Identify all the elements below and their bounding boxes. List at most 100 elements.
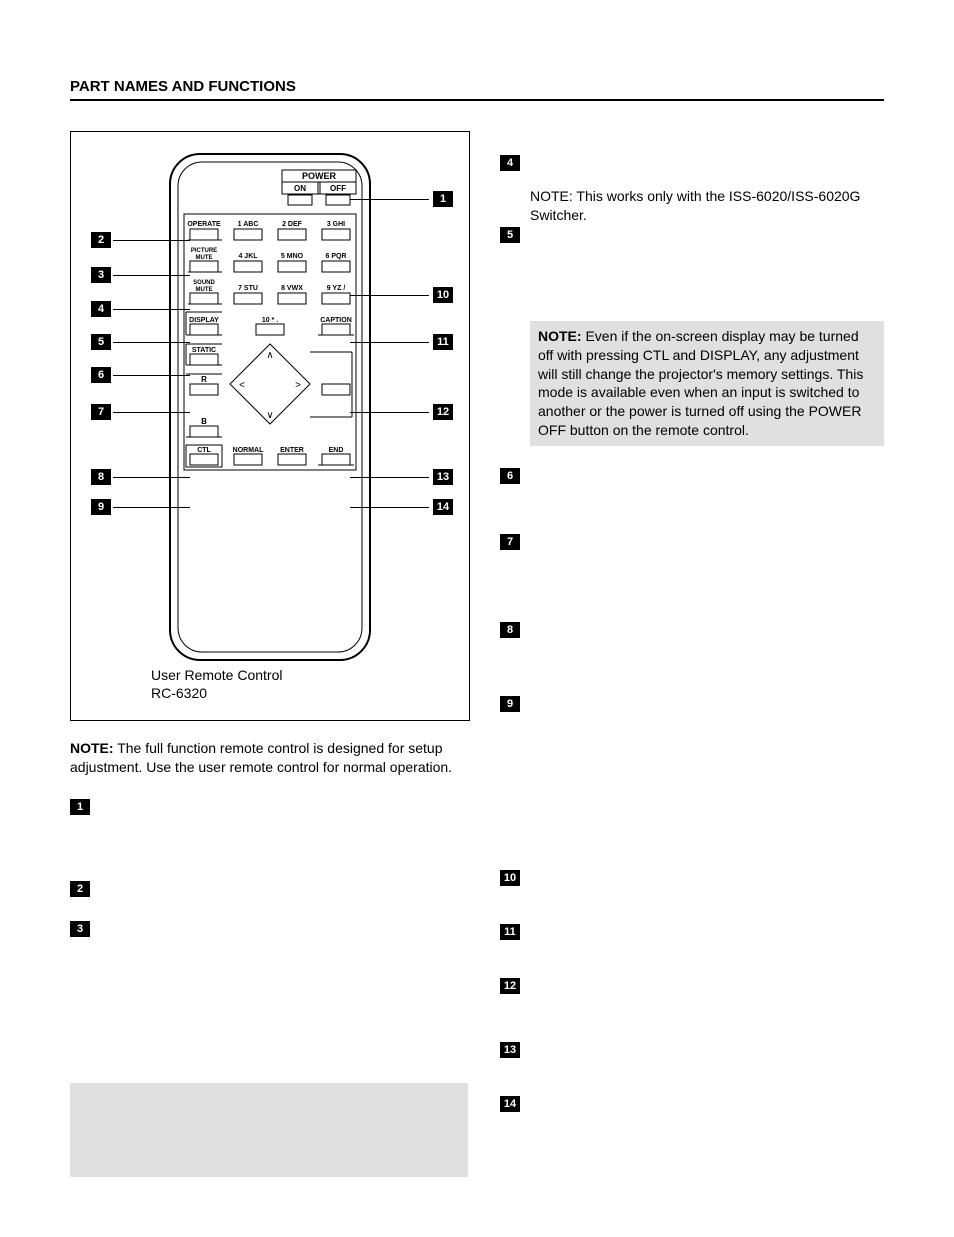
remote-frame: POWER ON OFF OPERATE <box>70 131 470 721</box>
index-badge: 11 <box>500 924 520 940</box>
callout-badge: 10 <box>433 287 453 303</box>
svg-text:2 DEF: 2 DEF <box>282 221 303 228</box>
callout-badge: 9 <box>91 499 111 515</box>
svg-text:<: < <box>239 380 245 391</box>
callout-line <box>113 275 190 276</box>
callout-line <box>350 412 429 413</box>
index-badge: 1 <box>70 799 90 815</box>
index-badge: 5 <box>500 227 520 243</box>
right-item: 14 <box>500 1094 884 1112</box>
svg-text:6 PQR: 6 PQR <box>325 253 346 260</box>
callout-badge: 8 <box>91 469 111 485</box>
right-item: 11 <box>500 922 884 940</box>
callout-line <box>113 342 190 343</box>
callout-line <box>113 507 190 508</box>
callout-line <box>350 295 429 296</box>
index-badge: 8 <box>500 622 520 638</box>
svg-text:CAPTION: CAPTION <box>320 317 352 324</box>
callout-badge: 6 <box>91 367 111 383</box>
left-note: NOTE: The full function remote control i… <box>70 739 470 777</box>
index-badge: 6 <box>500 468 520 484</box>
note-text: The full function remote control is desi… <box>70 740 452 775</box>
left-index-list: 1 2 3 <box>70 797 470 937</box>
svg-text:NORMAL: NORMAL <box>233 447 264 454</box>
index-badge: 12 <box>500 978 520 994</box>
index-badge: 4 <box>500 155 520 171</box>
remote-diagram: POWER ON OFF OPERATE <box>81 152 459 672</box>
label-power: POWER <box>302 171 337 181</box>
svg-text:ENTER: ENTER <box>280 447 304 454</box>
callout-badge: 12 <box>433 404 453 420</box>
remote-caption-line1: User Remote Control <box>151 667 283 683</box>
right-item: 6 <box>500 466 884 484</box>
svg-text:7 STU: 7 STU <box>238 285 258 292</box>
callout-badge: 14 <box>433 499 453 515</box>
svg-text:5 MNO: 5 MNO <box>281 253 304 260</box>
svg-text:OFF: OFF <box>330 184 346 193</box>
right-item: 8 <box>500 620 884 638</box>
callout-line <box>350 342 429 343</box>
svg-text:10 * .: 10 * . <box>262 317 278 324</box>
note-prefix: NOTE: <box>70 740 114 756</box>
right-item: 7 <box>500 532 884 550</box>
svg-text:∨: ∨ <box>266 410 273 421</box>
svg-text:4 JKL: 4 JKL <box>238 253 258 260</box>
right-item: 10 <box>500 868 884 886</box>
right-item: 4 <box>500 153 884 171</box>
index-badge: 10 <box>500 870 520 886</box>
callout-line <box>350 199 429 200</box>
section-title: PART NAMES AND FUNCTIONS <box>70 78 884 101</box>
svg-text:STATIC: STATIC <box>192 347 216 354</box>
svg-text:R: R <box>201 375 207 384</box>
svg-text:OPERATE: OPERATE <box>187 221 221 228</box>
callout-badge: 5 <box>91 334 111 350</box>
svg-text:B: B <box>201 417 207 426</box>
remote-svg: POWER ON OFF OPERATE <box>160 152 380 662</box>
svg-text:MUTE: MUTE <box>196 255 213 261</box>
svg-text:3 GHI: 3 GHI <box>327 221 345 228</box>
callout-line <box>113 309 190 310</box>
callout-badge: 11 <box>433 334 453 350</box>
svg-text:1 ABC: 1 ABC <box>238 221 259 228</box>
svg-text:DISPLAY: DISPLAY <box>189 317 219 324</box>
right-item: 9 <box>500 694 884 712</box>
svg-text:>: > <box>295 380 301 391</box>
two-column-layout: POWER ON OFF OPERATE <box>70 131 884 1237</box>
svg-text:∧: ∧ <box>266 350 273 361</box>
callout-line <box>113 477 190 478</box>
svg-text:PICTURE: PICTURE <box>191 248 217 254</box>
svg-text:9 YZ /: 9 YZ / <box>327 285 346 292</box>
indent-note: NOTE: This works only with the ISS-6020/… <box>530 187 884 225</box>
callout-badge: 7 <box>91 404 111 420</box>
svg-text:SOUND: SOUND <box>193 280 215 286</box>
left-column: POWER ON OFF OPERATE <box>70 131 470 1237</box>
callout-badge: 1 <box>433 191 453 207</box>
right-column: 4 NOTE: This works only with the ISS-6020… <box>500 131 884 1237</box>
remote-caption: User Remote Control RC-6320 <box>151 666 283 702</box>
index-badge: 14 <box>500 1096 520 1112</box>
callout-line <box>350 507 429 508</box>
index-badge: 7 <box>500 534 520 550</box>
callout-line <box>113 240 190 241</box>
svg-text:ON: ON <box>294 184 306 193</box>
svg-text:8 VWX: 8 VWX <box>281 285 303 292</box>
callout-badge: 3 <box>91 267 111 283</box>
index-badge: 2 <box>70 881 90 897</box>
svg-text:CTL: CTL <box>197 447 211 454</box>
right-item: 13 <box>500 1040 884 1058</box>
callout-badge: 13 <box>433 469 453 485</box>
right-item: 12 <box>500 976 884 994</box>
index-badge: 3 <box>70 921 90 937</box>
callout-line <box>350 477 429 478</box>
svg-text:END: END <box>329 447 344 454</box>
right-item: 5 <box>500 225 884 243</box>
index-badge: 9 <box>500 696 520 712</box>
index-badge: 13 <box>500 1042 520 1058</box>
callout-badge: 4 <box>91 301 111 317</box>
remote-caption-line2: RC-6320 <box>151 685 207 701</box>
svg-text:MUTE: MUTE <box>196 287 213 293</box>
callout-line <box>113 412 190 413</box>
bottom-grey-box <box>70 1083 468 1177</box>
note-grey-box: NOTE: Even if the on-screen display may … <box>530 321 884 446</box>
callout-badge: 2 <box>91 232 111 248</box>
